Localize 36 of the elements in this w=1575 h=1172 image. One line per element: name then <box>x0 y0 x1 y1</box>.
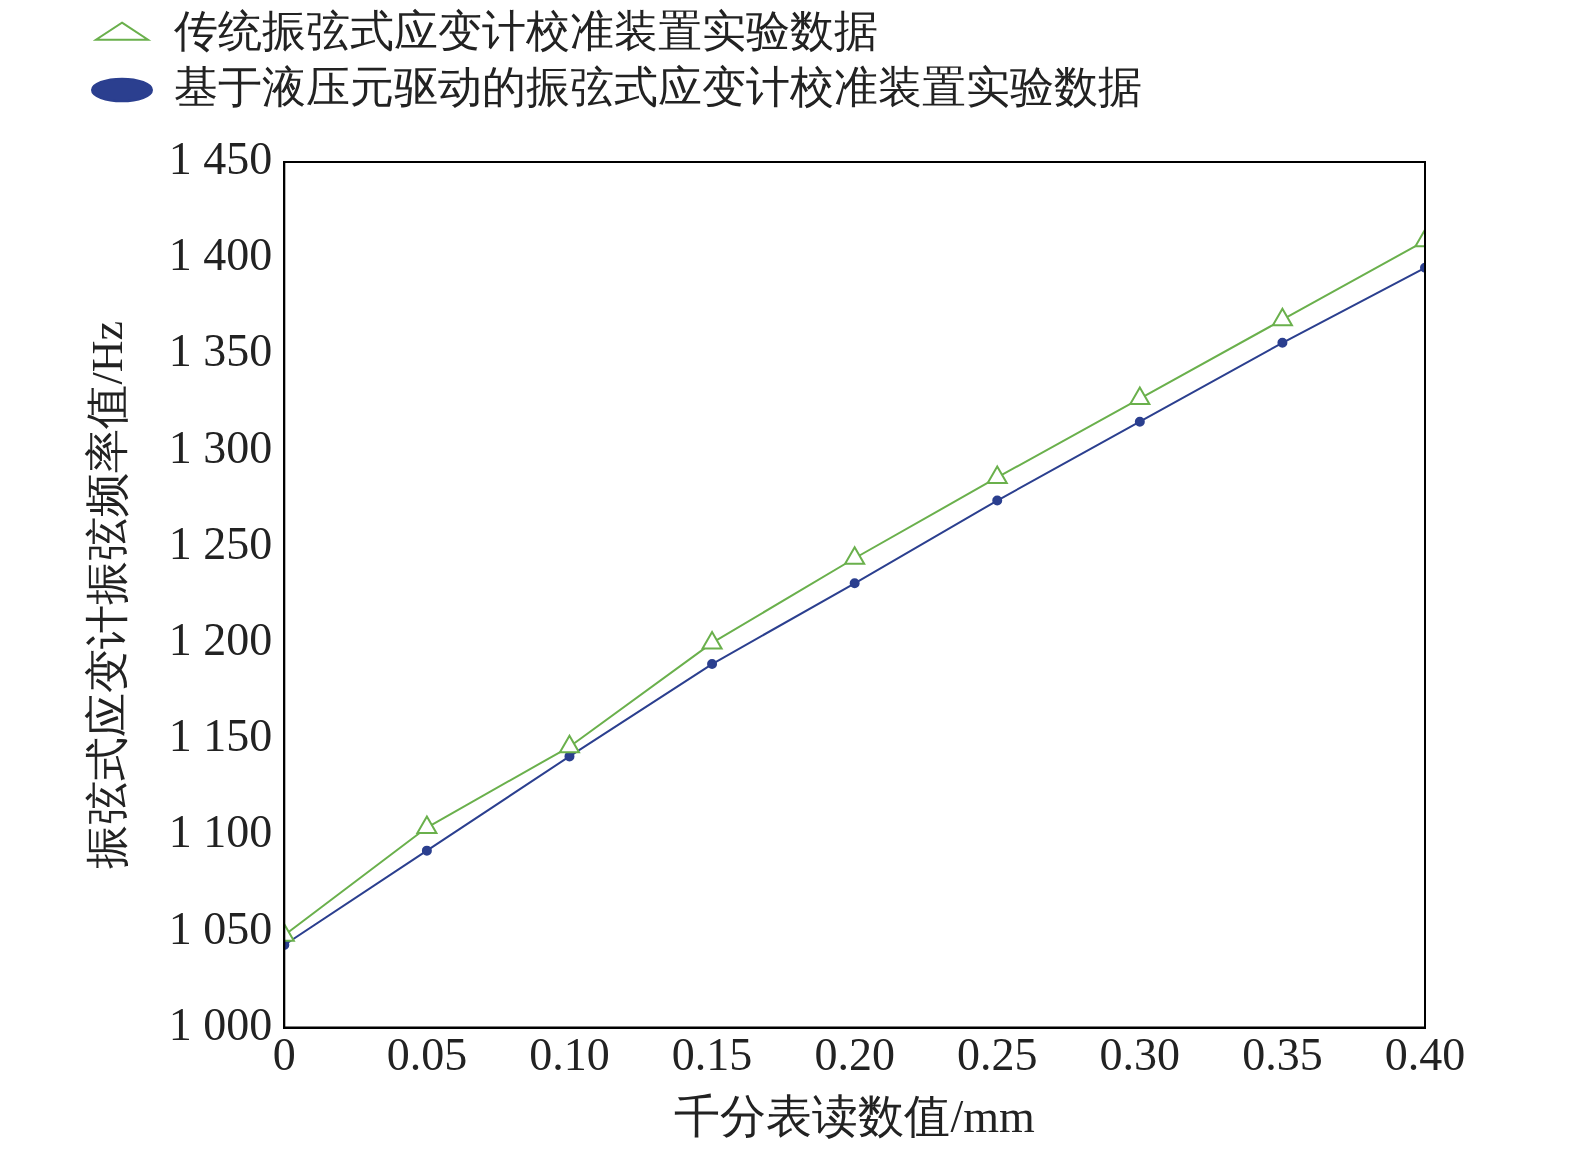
legend-label: 基于液压元驱动的振弦式应变计校准装置实验数据 <box>174 62 1142 112</box>
x-tick-label: 0.25 <box>956 1029 1038 1081</box>
point <box>1271 307 1293 327</box>
x-tick-label: 0.20 <box>814 1029 895 1081</box>
x-tick-label: 0.30 <box>1099 1029 1181 1081</box>
y-tick-label: 1 350 <box>168 325 273 377</box>
x-tick-label: 0.35 <box>1242 1029 1323 1081</box>
x-tick-label: 0.05 <box>386 1029 468 1081</box>
x-tick-label: 0.40 <box>1384 1029 1466 1081</box>
x-tick-label: 0.10 <box>529 1029 610 1081</box>
point <box>1134 416 1145 427</box>
point <box>986 465 1008 484</box>
y-tick-label: 1 450 <box>168 133 273 185</box>
point <box>707 659 718 670</box>
point <box>844 546 866 565</box>
point <box>1129 386 1151 406</box>
y-tick-label: 1 100 <box>168 806 273 858</box>
point <box>416 815 438 835</box>
point <box>701 630 723 650</box>
y-tick-label: 1 150 <box>168 710 273 762</box>
point <box>849 578 860 589</box>
point <box>421 845 432 856</box>
y-axis-title: 振弦式应变计振弦频率值/Hz <box>82 321 132 869</box>
legend-label: 传统振弦式应变计校准装置实验数据 <box>174 6 878 56</box>
point <box>558 734 580 754</box>
x-tick-label: 0 <box>272 1029 296 1081</box>
x-axis-title: 千分表读数值/mm <box>674 1091 1036 1143</box>
point <box>1277 337 1288 348</box>
point <box>992 495 1003 506</box>
y-tick-label: 1 300 <box>168 421 273 473</box>
y-tick-label: 1 250 <box>168 517 273 569</box>
y-tick-label: 1 000 <box>168 998 273 1050</box>
y-tick-label: 1 400 <box>168 229 273 281</box>
y-tick-label: 1 050 <box>168 902 273 954</box>
x-tick-label: 0.15 <box>671 1029 753 1081</box>
y-tick-label: 1 200 <box>168 613 273 665</box>
